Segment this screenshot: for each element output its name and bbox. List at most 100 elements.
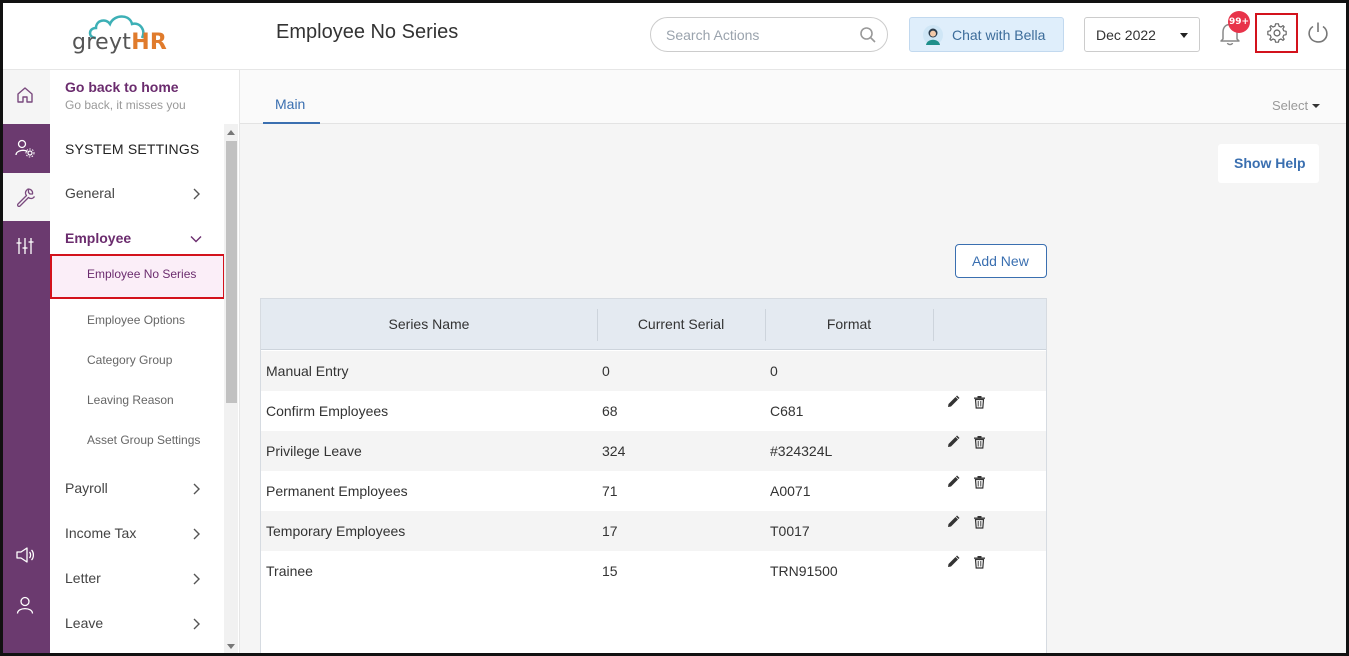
sidebar-subitem-label: Employee Options bbox=[87, 313, 186, 327]
chat-with-bella-button[interactable]: Chat with Bella bbox=[909, 17, 1064, 52]
cell-current-serial: 68 bbox=[602, 403, 618, 419]
sidebar-subitem-label: Leaving Reason bbox=[87, 393, 174, 407]
cell-format: A0071 bbox=[770, 483, 811, 499]
sidebar-item-label: Income Tax bbox=[65, 525, 137, 541]
bella-avatar-icon bbox=[923, 25, 943, 45]
settings-button[interactable] bbox=[1255, 13, 1298, 53]
sidebar-subitem-asset-group-settings[interactable]: Asset Group Settings bbox=[50, 420, 225, 460]
tab-label: Main bbox=[275, 96, 306, 112]
table-row[interactable]: Permanent Employees 71 A0071 bbox=[261, 471, 1046, 511]
sidebar-item-general[interactable]: General bbox=[50, 174, 225, 214]
search-actions-input[interactable]: Search Actions bbox=[650, 17, 888, 52]
employee-no-series-table: Series Name Current Serial Format Manual… bbox=[260, 298, 1047, 656]
delete-trash-icon[interactable] bbox=[973, 395, 986, 409]
delete-trash-icon[interactable] bbox=[973, 555, 986, 569]
column-divider bbox=[765, 309, 766, 341]
table-row[interactable]: Confirm Employees 68 C681 bbox=[261, 391, 1046, 431]
chevron-right-icon bbox=[193, 618, 200, 630]
table-row[interactable]: Manual Entry 0 0 bbox=[261, 351, 1046, 391]
sidebar-item-employee[interactable]: Employee bbox=[50, 219, 225, 259]
edit-pencil-icon[interactable] bbox=[946, 475, 960, 489]
go-back-home-link[interactable]: Go back to home Go back, it misses you bbox=[50, 70, 240, 124]
delete-trash-icon[interactable] bbox=[973, 475, 986, 489]
cell-format: C681 bbox=[770, 403, 804, 419]
column-header-current-serial[interactable]: Current Serial bbox=[637, 316, 725, 332]
sliders-icon bbox=[16, 238, 34, 254]
rail-profile[interactable] bbox=[0, 581, 50, 629]
sidebar-item-label: Payroll bbox=[65, 480, 108, 496]
add-new-button[interactable]: Add New bbox=[955, 244, 1047, 278]
rail-announcements[interactable] bbox=[0, 531, 50, 579]
sidebar-item-leave[interactable]: Leave bbox=[50, 604, 225, 644]
tabs-bar bbox=[240, 70, 1349, 124]
edit-pencil-icon[interactable] bbox=[946, 555, 960, 569]
sidebar-subitem-employee-options[interactable]: Employee Options bbox=[50, 300, 225, 340]
cell-series-name: Manual Entry bbox=[266, 363, 349, 379]
tab-main[interactable]: Main bbox=[263, 94, 320, 124]
gear-icon bbox=[1267, 23, 1287, 43]
cell-current-serial: 0 bbox=[602, 363, 610, 379]
month-selector[interactable]: Dec 2022 bbox=[1084, 17, 1200, 52]
cell-current-serial: 17 bbox=[602, 523, 618, 539]
column-header-format[interactable]: Format bbox=[826, 316, 872, 332]
home-icon bbox=[17, 87, 33, 103]
cell-current-serial: 71 bbox=[602, 483, 618, 499]
power-icon[interactable] bbox=[1306, 20, 1330, 46]
sidebar-subitem-leaving-reason[interactable]: Leaving Reason bbox=[50, 380, 225, 420]
column-divider bbox=[933, 309, 934, 341]
cell-series-name: Permanent Employees bbox=[266, 483, 408, 499]
select-dropdown[interactable]: Select bbox=[1272, 97, 1322, 115]
sidebar-subitem-category-group[interactable]: Category Group bbox=[50, 340, 225, 380]
rail-system-settings[interactable] bbox=[0, 173, 50, 221]
sidebar-item-letter[interactable]: Letter bbox=[50, 559, 225, 599]
sidebar-item-payroll[interactable]: Payroll bbox=[50, 469, 225, 509]
sidebar-subitem-label: Asset Group Settings bbox=[87, 433, 201, 447]
chevron-right-icon bbox=[193, 528, 200, 540]
settings-sidebar: SYSTEM SETTINGS General Employee Employe… bbox=[50, 124, 240, 656]
cell-format: #324324L bbox=[770, 443, 833, 459]
sidebar-item-income-tax[interactable]: Income Tax bbox=[50, 514, 225, 554]
top-bar: greytHR Employee No Series Search Action… bbox=[0, 0, 1349, 70]
logo-text: greytHR bbox=[72, 30, 167, 55]
cell-series-name: Temporary Employees bbox=[266, 523, 406, 539]
scroll-down-arrow-icon[interactable] bbox=[227, 644, 235, 649]
edit-pencil-icon[interactable] bbox=[946, 435, 960, 449]
show-help-label: Show Help bbox=[1234, 155, 1306, 171]
sidebar-item-label: Letter bbox=[65, 570, 101, 586]
sidebar-item-label: Employee bbox=[65, 230, 132, 246]
delete-trash-icon[interactable] bbox=[973, 435, 986, 449]
notification-badge[interactable]: 99+ bbox=[1228, 11, 1250, 33]
rail-sliders[interactable] bbox=[0, 222, 50, 270]
show-help-button[interactable]: Show Help bbox=[1218, 144, 1319, 183]
home-subtitle: Go back, it misses you bbox=[65, 98, 186, 112]
sidebar-subitem-label: Employee No Series bbox=[87, 267, 197, 281]
greythr-logo[interactable]: greytHR bbox=[72, 12, 184, 58]
column-header-series-name[interactable]: Series Name bbox=[388, 316, 470, 332]
chevron-right-icon bbox=[193, 188, 200, 200]
edit-pencil-icon[interactable] bbox=[946, 515, 960, 529]
table-row[interactable]: Privilege Leave 324 #324324L bbox=[261, 431, 1046, 471]
cell-series-name: Confirm Employees bbox=[266, 403, 389, 419]
sidebar-subitem-label: Category Group bbox=[87, 353, 173, 367]
scroll-up-arrow-icon[interactable] bbox=[227, 130, 235, 135]
megaphone-icon bbox=[16, 547, 35, 563]
cell-current-serial: 15 bbox=[602, 563, 618, 579]
add-new-label: Add New bbox=[972, 253, 1029, 269]
sidebar-scrollbar-thumb[interactable] bbox=[226, 141, 237, 403]
search-placeholder: Search Actions bbox=[666, 27, 760, 43]
rail-user-settings[interactable] bbox=[0, 124, 50, 172]
month-value: Dec 2022 bbox=[1096, 27, 1156, 43]
table-row[interactable]: Trainee 15 TRN91500 bbox=[261, 551, 1046, 591]
left-rail bbox=[0, 70, 50, 656]
rail-home-button[interactable] bbox=[0, 70, 50, 124]
logo-cloud-icon bbox=[88, 15, 145, 40]
logo-prefix: greyt bbox=[72, 30, 132, 55]
column-divider bbox=[597, 309, 598, 341]
sidebar-item-label: Leave bbox=[65, 615, 104, 631]
edit-pencil-icon[interactable] bbox=[946, 395, 960, 409]
sidebar-subitem-employee-no-series[interactable]: Employee No Series bbox=[50, 254, 225, 299]
search-icon[interactable] bbox=[859, 26, 877, 44]
table-row[interactable]: Temporary Employees 17 T0017 bbox=[261, 511, 1046, 551]
delete-trash-icon[interactable] bbox=[973, 515, 986, 529]
user-settings-icon bbox=[15, 139, 35, 158]
